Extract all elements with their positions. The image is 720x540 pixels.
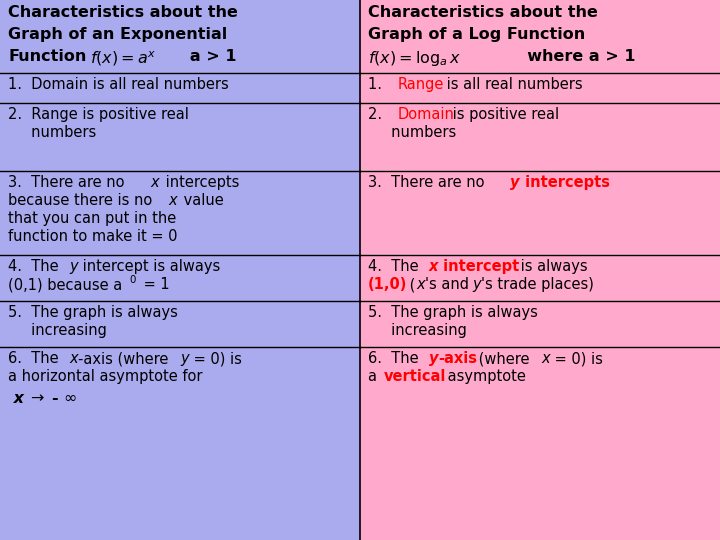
- Text: y: y: [510, 175, 520, 190]
- Text: (: (: [405, 277, 415, 292]
- Text: 6.  The: 6. The: [8, 351, 63, 366]
- Text: x: x: [8, 391, 24, 406]
- Text: Characteristics about the: Characteristics about the: [368, 5, 598, 20]
- Text: x: x: [168, 193, 176, 208]
- Text: x: x: [541, 351, 549, 366]
- Bar: [0, 0, 360, 540]
- Text: 3.  There are no: 3. There are no: [8, 175, 129, 190]
- Text: a > 1: a > 1: [173, 49, 236, 64]
- Text: (0,1) because a: (0,1) because a: [8, 277, 122, 292]
- Text: increasing: increasing: [368, 323, 467, 338]
- Text: Graph of an Exponential: Graph of an Exponential: [8, 27, 228, 42]
- Text: numbers: numbers: [8, 125, 96, 140]
- Text: 4.  The: 4. The: [368, 259, 423, 274]
- Text: numbers: numbers: [368, 125, 456, 140]
- Text: = 0) is: = 0) is: [189, 351, 242, 366]
- Text: is all real numbers: is all real numbers: [442, 77, 582, 92]
- Text: -axis: -axis: [438, 351, 477, 366]
- Text: Range: Range: [398, 77, 444, 92]
- Text: a horizontal asymptote for: a horizontal asymptote for: [8, 369, 202, 384]
- Text: 2.  Range is positive real: 2. Range is positive real: [8, 107, 189, 122]
- Text: value: value: [179, 193, 224, 208]
- Text: 5.  The graph is always: 5. The graph is always: [368, 305, 538, 320]
- Text: asymptote: asymptote: [443, 369, 526, 384]
- Text: 4.  The: 4. The: [8, 259, 63, 274]
- Text: $f(x)= a^x$: $f(x)= a^x$: [90, 49, 156, 68]
- Text: y: y: [69, 259, 78, 274]
- Text: where a > 1: where a > 1: [516, 49, 636, 64]
- Text: $\rightarrow$: $\rightarrow$: [22, 391, 45, 406]
- Text: 5.  The graph is always: 5. The graph is always: [8, 305, 178, 320]
- Text: Domain: Domain: [398, 107, 455, 122]
- Text: y: y: [180, 351, 189, 366]
- Text: increasing: increasing: [8, 323, 107, 338]
- Text: intercepts: intercepts: [161, 175, 239, 190]
- Text: that you can put in the: that you can put in the: [8, 211, 176, 226]
- Text: $f(x)= \log_a x$: $f(x)= \log_a x$: [368, 49, 462, 68]
- Text: 2.: 2.: [368, 107, 392, 122]
- Text: intercept: intercept: [438, 259, 519, 274]
- Text: y: y: [472, 277, 481, 292]
- Text: 's trade places): 's trade places): [481, 277, 594, 292]
- Text: (where: (where: [474, 351, 534, 366]
- Text: = 0) is: = 0) is: [550, 351, 603, 366]
- Text: Function: Function: [8, 49, 86, 64]
- Text: because there is no: because there is no: [8, 193, 157, 208]
- Text: a: a: [368, 369, 382, 384]
- Text: 0: 0: [129, 275, 135, 285]
- Text: is positive real: is positive real: [448, 107, 559, 122]
- Text: function to make it = 0: function to make it = 0: [8, 229, 178, 244]
- Text: vertical: vertical: [384, 369, 446, 384]
- Text: -axis (where: -axis (where: [78, 351, 173, 366]
- Text: 1.  Domain is all real numbers: 1. Domain is all real numbers: [8, 77, 229, 92]
- Text: - $\infty$: - $\infty$: [46, 391, 78, 406]
- Text: Characteristics about the: Characteristics about the: [8, 5, 238, 20]
- Text: x: x: [69, 351, 78, 366]
- Text: 1.: 1.: [368, 77, 391, 92]
- Text: x: x: [150, 175, 158, 190]
- Text: 3.  There are no: 3. There are no: [368, 175, 489, 190]
- Text: is always: is always: [516, 259, 588, 274]
- Text: y: y: [429, 351, 438, 366]
- Text: intercept is always: intercept is always: [78, 259, 220, 274]
- Text: intercepts: intercepts: [520, 175, 610, 190]
- Text: 's and: 's and: [425, 277, 474, 292]
- Text: (1,0): (1,0): [368, 277, 408, 292]
- Text: 6.  The: 6. The: [368, 351, 423, 366]
- Bar: [360, 0, 720, 540]
- Text: Graph of a Log Function: Graph of a Log Function: [368, 27, 585, 42]
- Text: = 1: = 1: [139, 277, 170, 292]
- Text: x: x: [429, 259, 438, 274]
- Text: x: x: [416, 277, 425, 292]
